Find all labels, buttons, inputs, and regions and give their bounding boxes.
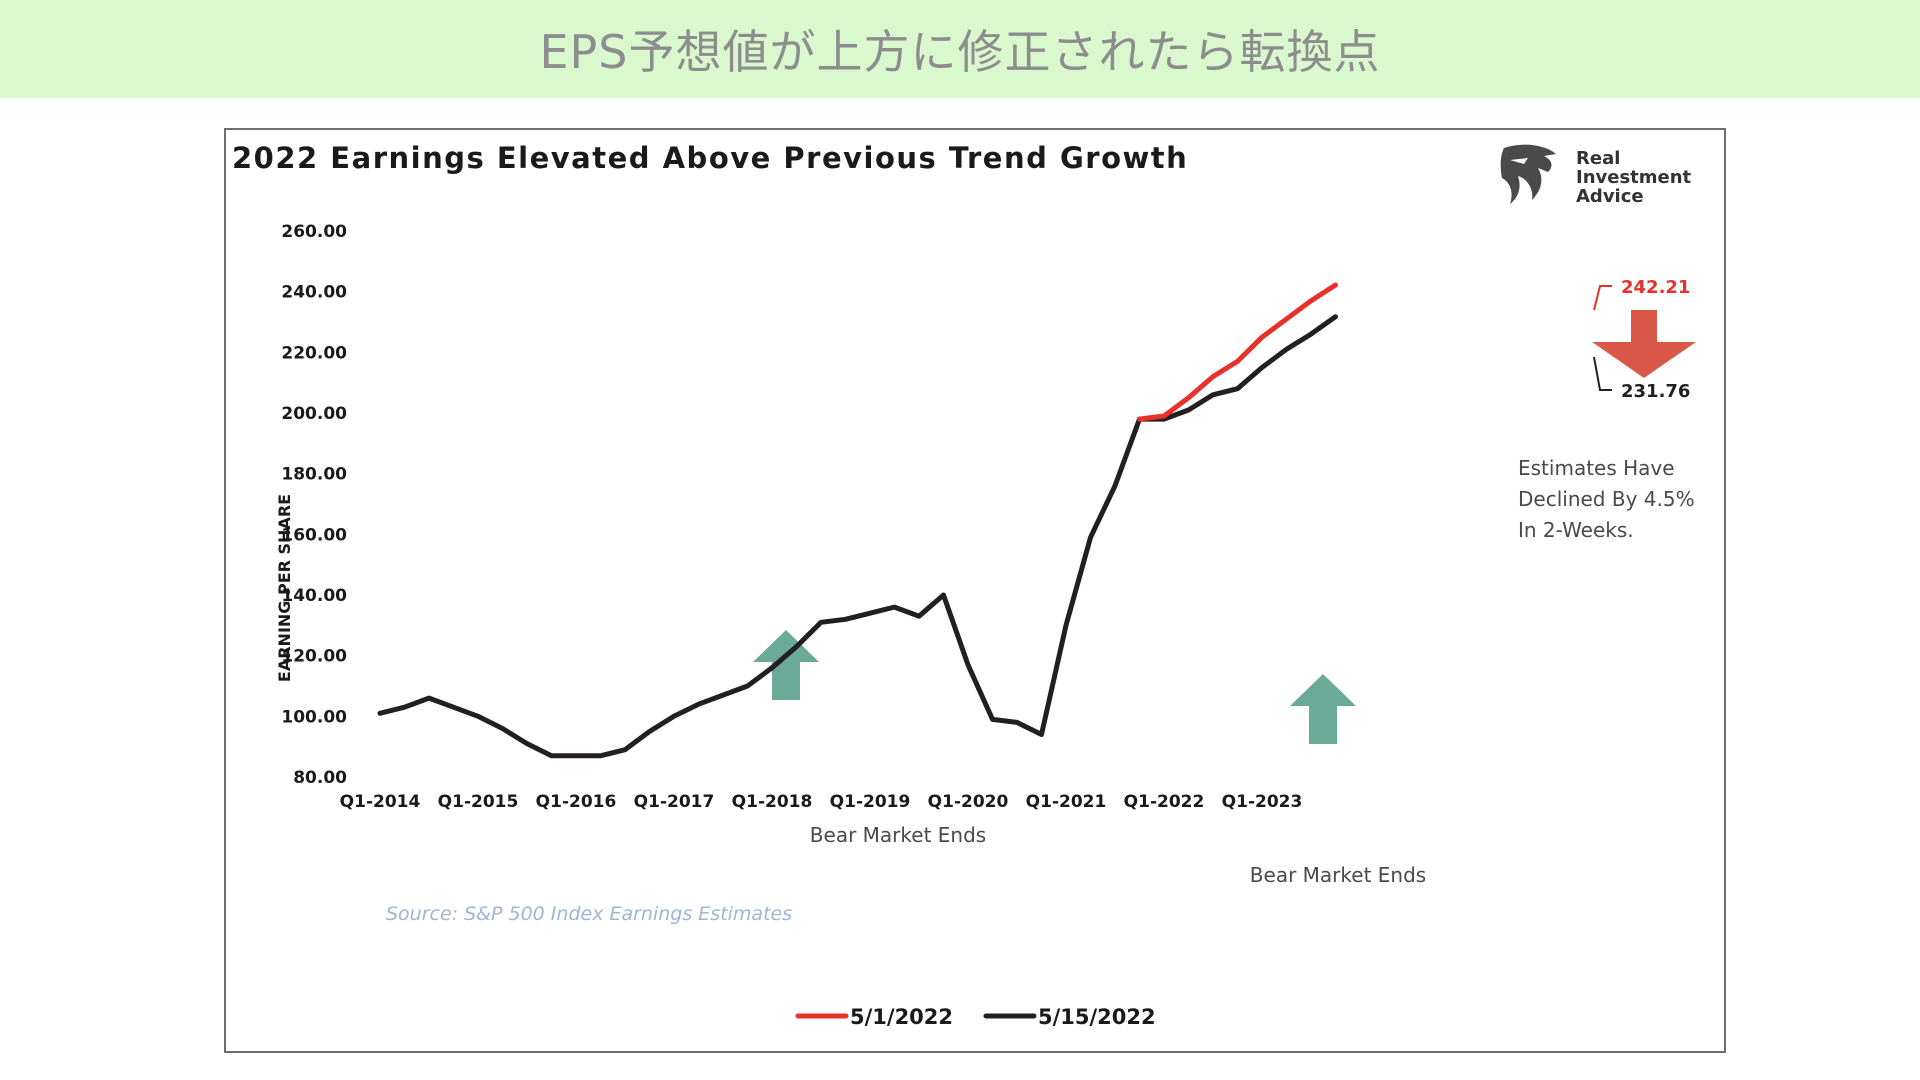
bear-market-label-1: Bear Market Ends [810,823,986,847]
y-tick-label: 140.00 [281,586,347,606]
y-axis-label: EARNING PER SHARE [275,494,294,682]
y-tick-label: 200.00 [281,404,347,424]
up-arrow-icon [1290,674,1356,744]
y-tick-label: 120.00 [281,647,347,667]
y-tick-label: 160.00 [281,525,347,545]
x-tick-label: Q1-2015 [438,792,519,812]
y-tick-label: 100.00 [281,707,347,727]
y-tick-label: 260.00 [281,222,347,242]
y-tick-label: 220.00 [281,343,347,363]
y-tick-labels: 260.00 240.00 220.00 200.00 180.00 160.0… [281,222,347,788]
series-line-5-1-2022 [1137,282,1338,422]
x-tick-label: Q1-2020 [928,792,1009,812]
eps-line-chart: 2022 Earnings Elevated Above Previous Tr… [232,141,1696,1029]
x-tick-label: Q1-2014 [340,792,421,812]
black-callout-leader [1593,356,1612,391]
decline-note-line-2: Declined By 4.5% [1518,487,1695,511]
logo-line-1: Real [1576,148,1620,169]
legend: 5/1/2022 5/15/2022 [795,1005,1156,1029]
legend-label-5-15-2022: 5/15/2022 [1038,1005,1156,1029]
chart-title: 2022 Earnings Elevated Above Previous Tr… [232,141,1188,175]
down-arrow-icon [1592,310,1696,378]
chart-frame: 2022 Earnings Elevated Above Previous Tr… [224,128,1726,1053]
x-tick-label: Q1-2023 [1222,792,1303,812]
x-tick-label: Q1-2021 [1026,792,1107,812]
legend-label-5-1-2022: 5/1/2022 [850,1005,953,1029]
logo-line-2: Investment [1576,167,1692,188]
y-tick-label: 80.00 [293,768,347,788]
header-banner: EPS予想値が上方に修正されたら転換点 [0,0,1920,98]
logo-line-3: Advice [1576,186,1644,207]
x-tick-labels: Q1-2014 Q1-2015 Q1-2016 Q1-2017 Q1-2018 … [340,792,1303,812]
up-arrow-icon [753,630,819,700]
source-note: Source: S&P 500 Index Earnings Estimates [386,903,792,925]
y-tick-label: 240.00 [281,283,347,303]
bear-market-label-2: Bear Market Ends [1250,863,1426,887]
x-tick-label: Q1-2022 [1124,792,1205,812]
logo-eagle-icon [1500,144,1556,204]
page-title: EPS予想値が上方に修正されたら転換点 [539,25,1381,79]
x-tick-label: Q1-2017 [634,792,715,812]
x-tick-label: Q1-2016 [536,792,617,812]
decline-note-line-3: In 2-Weeks. [1518,518,1634,542]
red-value-label: 242.21 [1621,277,1690,298]
red-callout-leader [1593,285,1612,311]
decline-note-line-1: Estimates Have [1518,456,1675,480]
y-tick-label: 180.00 [281,465,347,485]
black-value-label: 231.76 [1621,381,1690,402]
x-tick-label: Q1-2018 [732,792,813,812]
series-line-5-15-2022 [377,314,1338,759]
x-tick-label: Q1-2019 [830,792,911,812]
